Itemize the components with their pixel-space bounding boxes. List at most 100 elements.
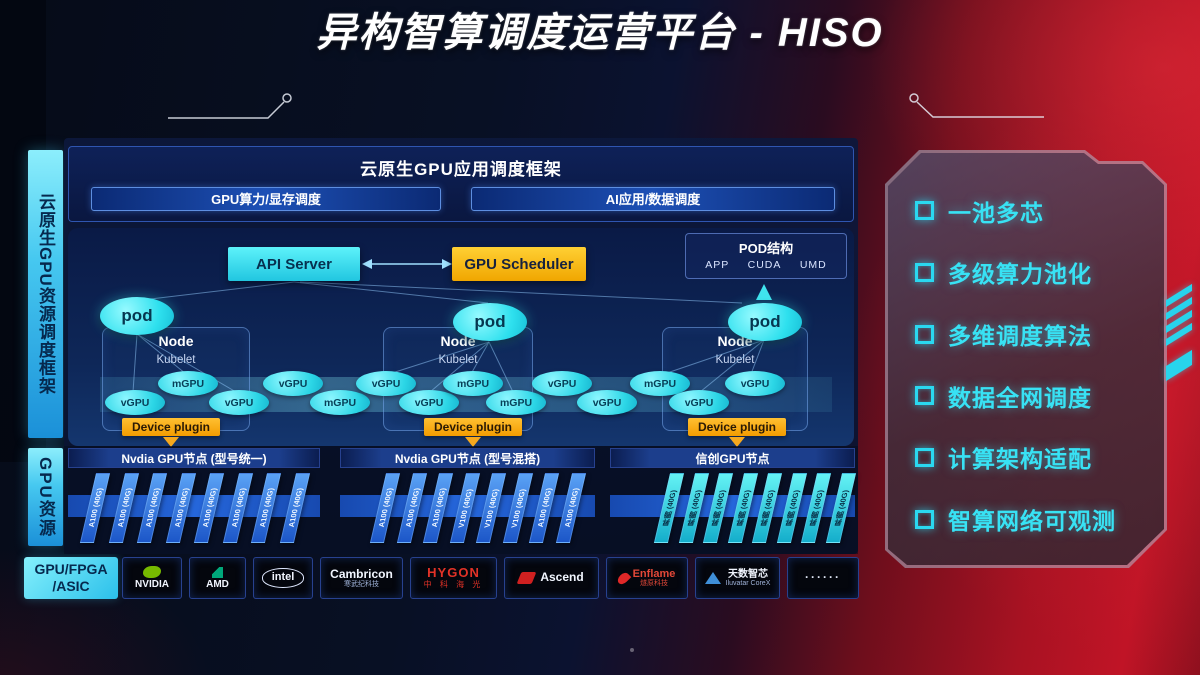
- down-arrow-icon: [163, 437, 179, 447]
- down-arrow-icon: [729, 437, 745, 447]
- vendor-cambricon: Cambricon 寒武纪科技: [320, 557, 403, 599]
- gpu-card: V100 (40G): [502, 473, 533, 543]
- api-server-box: API Server: [228, 247, 360, 281]
- pod-layer-umd: UMD: [799, 259, 827, 271]
- feature-list: 一池多芯 多级算力池化 多维调度算法 数据全网调度 计算架构适配 智算网络可观测: [915, 180, 1145, 550]
- vendor-name: AMD: [206, 578, 229, 590]
- gpu-ellipse-vgpu: vGPU: [669, 390, 729, 415]
- gpu-card: A100 (40G): [136, 473, 168, 543]
- gpu-group-xinchuang: 信创GPU节点 昇腾 (40G) 昇腾 (40G) 昇腾 (40G) 昇腾 (40G)…: [610, 448, 856, 552]
- feature-item: 计算架构适配: [915, 440, 1145, 474]
- feature-label: 多级算力池化: [948, 261, 1092, 288]
- iluvatar-logo-icon: [704, 572, 721, 584]
- ai-data-scheduling-box: AI应用/数据调度: [471, 187, 835, 211]
- feature-item: 多维调度算法: [915, 317, 1145, 351]
- pod-struct-title: POD结构: [738, 241, 794, 256]
- app-scheduling-frame: 云原生GPU应用调度框架 GPU算力/显存调度 AI应用/数据调度: [68, 146, 854, 222]
- nvidia-logo-icon: [143, 566, 161, 578]
- pod-layer-cuda: CUDA: [747, 259, 782, 271]
- vendor-subname: 中 科 海 光: [423, 579, 484, 589]
- vendor-name: 天数智芯: [728, 568, 768, 580]
- hardware-label: GPU/FPGA /ASIC: [24, 557, 118, 599]
- square-bullet-icon: [915, 262, 934, 282]
- gpu-card: A100 (40G): [279, 473, 310, 543]
- square-bullet-icon: [915, 447, 934, 467]
- feature-item: 智算网络可观测: [915, 502, 1145, 536]
- pod-ellipse: pod: [453, 303, 527, 341]
- amd-logo-icon: [212, 566, 223, 578]
- gpu-group-nvidia-mixed: Nvdia GPU节点 (型号混搭) A100 (40G) A100 (40G) A…: [340, 448, 595, 552]
- feature-label: 数据全网调度: [948, 384, 1092, 411]
- gpu-ellipse-vgpu: vGPU: [577, 390, 637, 415]
- vendor-name: NVIDIA: [135, 579, 169, 590]
- gpu-card: A100 (40G): [422, 473, 454, 543]
- gpu-card: 昇腾 (40G): [776, 473, 807, 543]
- gpu-card: 昇腾 (40G): [702, 473, 734, 543]
- gpu-card: 昇腾 (40G): [653, 473, 685, 543]
- device-plugin-box: Device plugin: [122, 418, 220, 436]
- feature-item: 数据全网调度: [915, 379, 1145, 413]
- vendor-more: ······: [787, 557, 859, 599]
- feature-label: 多维调度算法: [948, 323, 1092, 350]
- gpu-card: 昇腾 (40G): [800, 473, 832, 543]
- gpu-card: 昇腾 (40G): [678, 473, 709, 543]
- pod-struct-box: POD结构 APP CUDA UMD: [685, 233, 847, 279]
- vendor-name: intel: [261, 568, 305, 588]
- kubelet-label: Kubelet: [438, 354, 478, 366]
- gpu-card-row: 昇腾 (40G) 昇腾 (40G) 昇腾 (40G) 昇腾 (40G) 昇腾 (40G)…: [610, 448, 856, 552]
- kubelet-label: Kubelet: [715, 354, 755, 366]
- gpu-group-title: Nvdia GPU节点 (型号统一): [68, 448, 320, 468]
- feature-item: 多级算力池化: [915, 255, 1145, 289]
- gpu-card: 昇腾 (40G): [751, 473, 783, 543]
- feature-panel: [888, 153, 1164, 565]
- gpu-ellipse-vgpu: vGPU: [209, 390, 269, 415]
- down-arrow-icon: [465, 437, 481, 447]
- vendor-hygon: HYGON 中 科 海 光: [410, 557, 497, 599]
- hardware-label-line1: GPU/FPGA: [34, 561, 108, 578]
- vendor-subname: 燧原科技: [639, 580, 668, 588]
- pod-ellipse: pod: [100, 297, 174, 335]
- gpu-card: A100 (40G): [369, 473, 401, 543]
- vendor-name: ······: [805, 570, 841, 585]
- gpu-card: V100 (40G): [449, 473, 480, 543]
- feature-label: 智算网络可观测: [948, 508, 1116, 535]
- sidebar-gpu-resource-label: GPU资源: [28, 448, 63, 546]
- gpu-card-row: A100 (40G) A100 (40G) A100 (40G) V100 (40G)…: [340, 448, 595, 552]
- gpu-ellipse-vgpu: vGPU: [263, 371, 323, 396]
- page-title: 异构智算调度运营平台 - HISO: [316, 11, 884, 55]
- vendor-row: NVIDIA AMD intel Cambricon 寒武纪科技 HYGON 中 科 海 光…: [122, 557, 859, 599]
- square-bullet-icon: [915, 386, 934, 406]
- sidebar-framework-label: 云原生GPU资源调度框架: [28, 150, 63, 438]
- square-bullet-icon: [915, 201, 934, 221]
- gpu-card: 昇腾 (40G): [825, 473, 856, 543]
- gpu-card: 昇腾 (40G): [727, 473, 758, 543]
- vendor-name: HYGON: [427, 565, 480, 581]
- gpu-ellipse-mgpu: mGPU: [486, 390, 546, 415]
- vendor-name: Ascend: [540, 570, 584, 585]
- device-plugin-box: Device plugin: [424, 418, 522, 436]
- gpu-ellipse-vgpu: vGPU: [532, 371, 592, 396]
- gpu-card: A100 (40G): [222, 473, 253, 543]
- vendor-nvidia: NVIDIA: [122, 557, 182, 599]
- feature-label: 计算架构适配: [948, 446, 1092, 473]
- vendor-name: Cambricon: [330, 566, 393, 581]
- enflame-logo-icon: [615, 570, 631, 586]
- vendor-enflame: Enflame 燧原科技: [606, 557, 688, 599]
- gpu-card: A100 (40G): [250, 473, 282, 543]
- gpu-card: A100 (40G): [528, 473, 560, 543]
- vendor-subname: Iluvatar CoreX: [725, 579, 771, 587]
- gpu-group-title: Nvdia GPU节点 (型号混搭): [340, 448, 595, 468]
- gpu-group-nvidia-uniform: Nvdia GPU节点 (型号统一) A100 (40G) A100 (40G) A…: [68, 448, 320, 552]
- gpu-ellipse-mgpu: mGPU: [158, 371, 218, 396]
- pod-ellipse: pod: [728, 303, 802, 341]
- vendor-iluvatar: 天数智芯 Iluvatar CoreX: [695, 557, 780, 599]
- device-plugin-box: Device plugin: [688, 418, 786, 436]
- gpu-card: A100 (40G): [79, 473, 111, 543]
- hardware-label-line2: /ASIC: [52, 578, 90, 594]
- gpu-card: A100 (40G): [108, 473, 139, 543]
- gpu-compute-scheduling-box: GPU算力/显存调度: [91, 187, 441, 211]
- square-bullet-icon: [915, 509, 934, 529]
- node-label: Node: [158, 333, 194, 349]
- vendor-subname: 寒武纪科技: [344, 580, 379, 588]
